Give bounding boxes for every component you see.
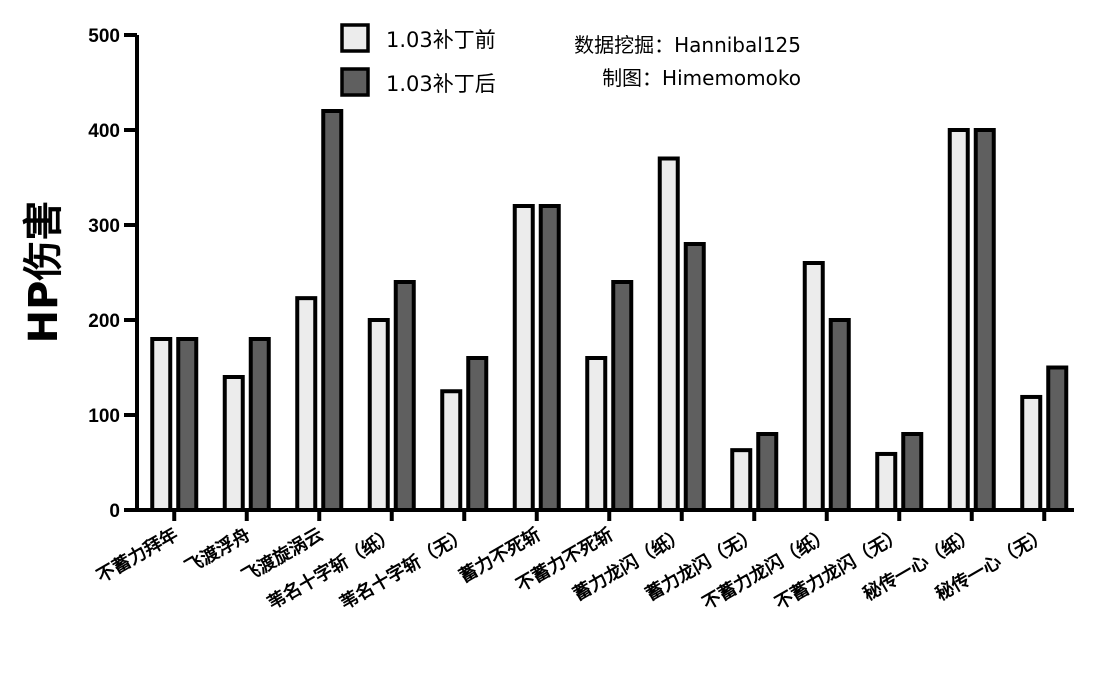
bar-before [512, 204, 535, 512]
bar-after [393, 280, 416, 512]
bar-before [730, 448, 753, 512]
x-tick-label: 苇名十字斩（纸） [264, 523, 400, 614]
bar-after [683, 242, 706, 512]
bar-after [1046, 365, 1069, 512]
bar-before [295, 296, 318, 512]
legend-label-after: 1.03补丁后 [386, 72, 496, 96]
x-tick-label: 不蓄力拜年 [93, 523, 182, 587]
bar-after [176, 337, 199, 512]
bar-after [756, 432, 779, 512]
bar-before [802, 261, 825, 512]
x-tick-label: 不蓄力龙闪（纸） [699, 523, 835, 614]
bars-group [150, 109, 1069, 513]
bar-after [248, 337, 271, 512]
y-tick-label: 100 [88, 406, 120, 427]
y-tick-label: 500 [88, 26, 120, 47]
legend-swatch-after [340, 67, 370, 97]
credit-chart-author: 制图：Himemomoko [602, 66, 801, 90]
bar-before [150, 337, 173, 512]
legend-swatch-before [340, 23, 370, 53]
credits: 数据挖掘：Hannibal125 制图：Himemomoko [574, 33, 801, 90]
bar-before [222, 375, 245, 512]
y-ticks-group: 0 100 200 300 400 500 [88, 26, 137, 522]
y-tick-label: 400 [88, 121, 120, 142]
bar-before [1020, 394, 1043, 513]
bar-after [611, 280, 634, 512]
y-tick-label: 200 [88, 311, 120, 332]
y-tick-label: 300 [88, 216, 120, 237]
bar-before [947, 128, 970, 512]
x-tick-label: 苇名十字斩（无） [336, 523, 472, 614]
bar-before [875, 451, 898, 513]
x-ticks-group: 不蓄力拜年 飞渡浮舟飞渡旋涡云苇名十字斩（纸）苇名十字斩（无）蓄力不死斩不蓄力不死… [93, 510, 1052, 614]
bar-before [440, 389, 463, 512]
credit-data-mining: 数据挖掘：Hannibal125 [574, 33, 801, 57]
bar-after [466, 356, 489, 512]
y-axis-label: HP伤害 [21, 201, 67, 344]
bar-before [657, 156, 680, 512]
bar-after [828, 318, 851, 512]
x-tick-label: 不蓄力龙闪（无） [771, 523, 907, 614]
legend-label-before: 1.03补丁前 [386, 28, 496, 52]
bar-after [321, 109, 344, 512]
bar-after [973, 128, 996, 512]
bar-before [585, 356, 608, 512]
y-tick-label: 0 [109, 501, 120, 522]
bar-before [367, 318, 390, 512]
bar-after [901, 432, 924, 512]
bar-after [538, 204, 561, 512]
legend: 1.03补丁前 1.03补丁后 [340, 23, 496, 97]
axes-group [135, 35, 1074, 512]
